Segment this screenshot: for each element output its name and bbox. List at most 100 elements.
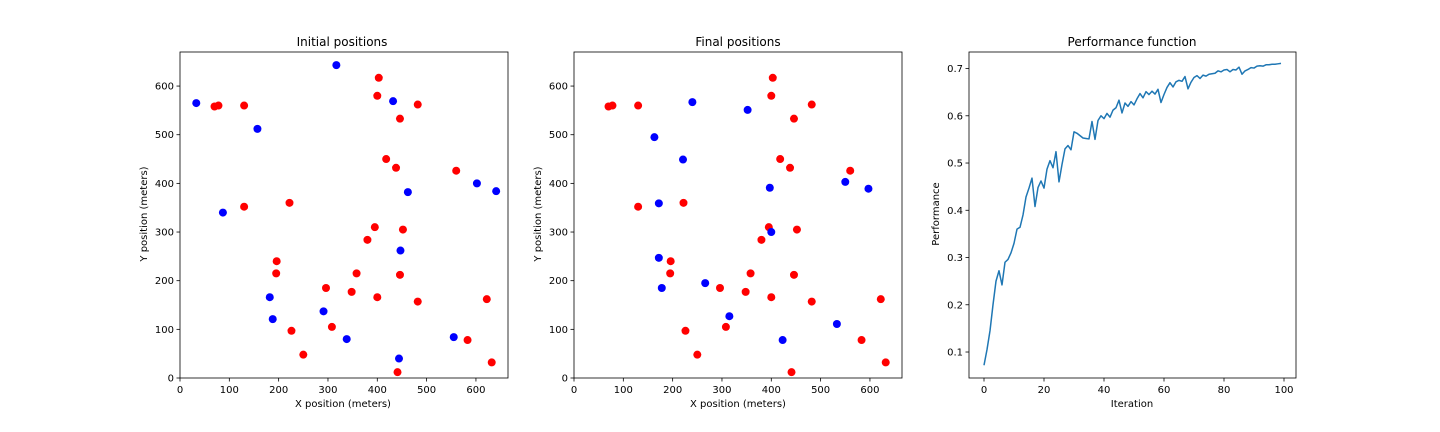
blue-point: [268, 315, 277, 324]
x-tick-label: 600: [860, 385, 879, 396]
y-tick-label: 500: [155, 130, 174, 141]
y-tick-label: 0.3: [947, 253, 963, 264]
red-point: [240, 101, 249, 110]
blue-point: [192, 99, 201, 108]
red-point: [786, 163, 795, 172]
blue-point: [492, 187, 501, 196]
red-point: [721, 322, 730, 331]
y-tick-label: 0: [168, 374, 174, 385]
blue-point: [396, 246, 405, 255]
red-point: [352, 269, 361, 278]
x-tick-label: 200: [663, 385, 682, 396]
x-axis-label: Iteration: [1111, 399, 1153, 410]
red-point: [392, 163, 401, 172]
red-point: [746, 269, 755, 278]
x-tick-label: 0: [571, 385, 577, 396]
x-tick-label: 200: [269, 385, 288, 396]
blue-point: [841, 177, 850, 186]
red-point: [679, 198, 688, 207]
blue-point: [449, 333, 458, 342]
x-tick-label: 600: [466, 385, 485, 396]
red-point: [370, 223, 379, 232]
plot-frame: [179, 51, 509, 379]
x-axis-label: X position (meters): [690, 399, 786, 410]
y-tick-label: 200: [155, 276, 174, 287]
performance-series-line: [983, 62, 1282, 366]
blue-point: [472, 179, 481, 188]
y-tick-label: 300: [155, 228, 174, 239]
red-point: [741, 287, 750, 296]
blue-point: [389, 97, 398, 106]
performance-function-chart: Performance function Iteration Performan…: [931, 35, 1297, 410]
blue-point: [218, 208, 227, 217]
y-tick-label: 400: [549, 179, 568, 190]
red-point: [757, 235, 766, 244]
red-point: [287, 326, 296, 335]
red-point: [373, 293, 382, 302]
red-point: [857, 336, 866, 345]
x-tick-label: 100: [614, 385, 633, 396]
red-point: [413, 297, 422, 306]
red-point: [413, 100, 422, 109]
x-tick-label: 300: [712, 385, 731, 396]
x-axis-label: X position (meters): [295, 399, 391, 410]
blue-point: [650, 133, 659, 142]
blue-point: [688, 98, 697, 107]
blue-point: [767, 228, 776, 237]
blue-point: [832, 319, 841, 328]
blue-point: [654, 253, 663, 262]
chart-title: Final positions: [695, 35, 780, 49]
red-point: [666, 257, 675, 266]
y-tick-label: 0.6: [947, 111, 963, 122]
y-tick-label: 400: [155, 179, 174, 190]
red-point: [807, 100, 816, 109]
blue-point: [657, 283, 666, 292]
blue-point: [701, 279, 710, 288]
y-tick-label: 500: [549, 130, 568, 141]
y-tick-label: 100: [155, 325, 174, 336]
red-point: [272, 257, 281, 266]
red-point: [463, 336, 472, 345]
red-point: [398, 225, 407, 234]
y-tick-label: 0: [562, 374, 568, 385]
y-axis-label: Performance: [931, 182, 942, 245]
y-tick-label: 0.2: [947, 300, 963, 311]
blue-point: [743, 105, 752, 114]
x-tick-label: 500: [417, 385, 436, 396]
y-tick-label: 600: [155, 82, 174, 93]
y-axis-label: Y position (meters): [533, 166, 544, 262]
blue-point: [654, 199, 663, 208]
chart-title: Initial positions: [297, 35, 388, 49]
x-tick-label: 0: [177, 385, 183, 396]
x-tick-label: 60: [1158, 385, 1171, 396]
red-point: [776, 155, 785, 164]
red-point: [846, 166, 855, 175]
red-point: [608, 101, 617, 110]
plot-frame: [968, 51, 1297, 379]
blue-point: [864, 184, 873, 193]
red-point: [634, 101, 643, 110]
x-tick-label: 500: [811, 385, 830, 396]
red-point: [807, 297, 816, 306]
red-point: [789, 270, 798, 279]
x-tick-label: 0: [981, 385, 987, 396]
red-point: [789, 114, 798, 123]
red-point: [666, 269, 675, 278]
red-point: [240, 202, 249, 211]
red-point: [363, 235, 372, 244]
red-point: [347, 287, 356, 296]
red-point: [374, 73, 383, 82]
red-point: [787, 368, 796, 377]
y-tick-label: 300: [549, 228, 568, 239]
x-tick-label: 100: [1274, 385, 1293, 396]
blue-point: [253, 124, 262, 133]
x-tick-label: 400: [368, 385, 387, 396]
red-point: [487, 358, 496, 367]
red-point: [482, 295, 491, 304]
blue-point: [342, 335, 351, 344]
y-tick-label: 0.1: [947, 348, 963, 359]
blue-point: [778, 336, 787, 345]
blue-point: [265, 293, 274, 302]
x-tick-label: 100: [220, 385, 239, 396]
